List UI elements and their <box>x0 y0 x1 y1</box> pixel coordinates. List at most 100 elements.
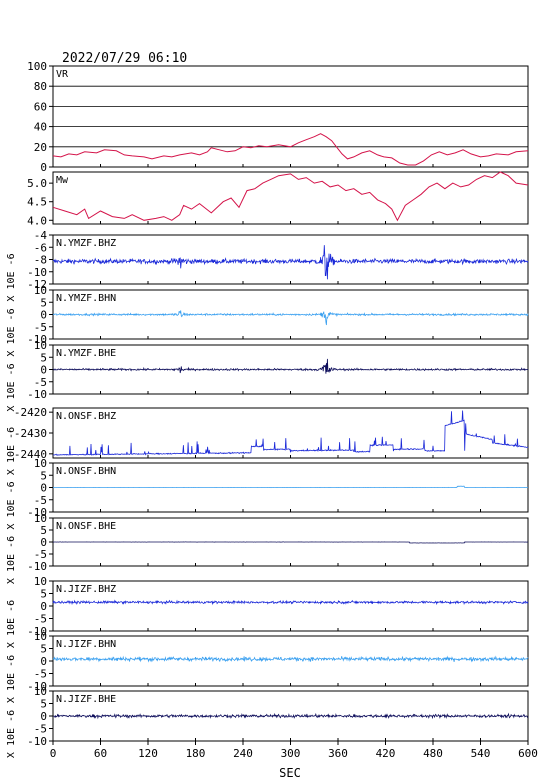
unit-label: X 10E -6 <box>6 710 17 758</box>
panel-label: N.ONSF.BHZ <box>56 411 116 422</box>
series-wave <box>52 358 529 374</box>
x-tick-label: 240 <box>233 747 253 760</box>
y-tick-label: -6 <box>34 241 47 254</box>
y-tick-label: 0 <box>40 536 47 549</box>
y-tick-label: -5 <box>34 321 47 334</box>
y-tick-label: 0 <box>40 364 47 377</box>
series-wave <box>53 410 529 456</box>
y-tick-label: 10 <box>34 630 47 643</box>
y-tick-label: -2430 <box>14 427 47 440</box>
y-tick-label: 0 <box>40 161 47 174</box>
panel-label: N.JIZF.BHZ <box>56 584 116 595</box>
y-tick-label: -2420 <box>14 406 47 419</box>
y-tick-label: 10 <box>34 575 47 588</box>
x-tick-label: 600 <box>518 747 538 760</box>
y-tick-label: 5 <box>40 588 47 601</box>
series-wave <box>52 541 528 544</box>
y-tick-label: 20 <box>34 141 47 154</box>
y-tick-label: -5 <box>34 376 47 389</box>
y-tick-label: 10 <box>34 339 47 352</box>
y-tick-label: 10 <box>34 512 47 525</box>
unit-label: X 10E -6 <box>6 600 17 648</box>
y-tick-label: -2440 <box>14 448 47 461</box>
panel-label: VR <box>56 69 69 80</box>
panel-frame <box>52 635 529 687</box>
y-tick-label: 0 <box>40 309 47 322</box>
series-wave <box>52 655 529 663</box>
y-tick-label: 5 <box>40 643 47 656</box>
y-tick-label: 5 <box>40 524 47 537</box>
panel-frame <box>52 171 529 225</box>
panel-label: N.YMZF.BHN <box>56 293 116 304</box>
y-tick-label: -5 <box>34 668 47 681</box>
panel-label: N.JIZF.BHN <box>56 639 116 650</box>
y-tick-label: -5 <box>34 723 47 736</box>
y-tick-label: 5 <box>40 698 47 711</box>
y-tick-label: 0 <box>40 710 47 723</box>
x-axis-label: SEC <box>279 766 301 780</box>
x-tick-label: 360 <box>328 747 348 760</box>
panel-label: N.ONSF.BHE <box>56 521 116 532</box>
y-tick-label: -10 <box>27 735 47 748</box>
y-tick-label: 5 <box>40 469 47 482</box>
unit-label: X 10E -6 <box>6 427 17 475</box>
x-tick-label: 60 <box>94 747 107 760</box>
x-tick-label: 0 <box>50 747 57 760</box>
y-tick-label: 10 <box>34 457 47 470</box>
y-tick-label: -10 <box>27 680 47 693</box>
panel-label: N.YMZF.BHE <box>56 348 116 359</box>
panel-label: N.YMZF.BHZ <box>56 238 116 249</box>
panel-label: N.ONSF.BHN <box>56 466 116 477</box>
x-tick-label: 120 <box>138 747 158 760</box>
series-wave <box>52 245 529 280</box>
header-datetime: 2022/07/29 06:10 <box>62 51 187 66</box>
series-wave <box>52 599 529 606</box>
x-tick-label: 180 <box>186 747 206 760</box>
y-tick-label: 4.0 <box>27 214 47 227</box>
x-tick-label: 480 <box>423 747 443 760</box>
y-tick-label: -4 <box>34 229 48 242</box>
x-tick-label: 300 <box>281 747 301 760</box>
y-tick-label: 10 <box>34 685 47 698</box>
y-tick-label: 4.5 <box>27 196 47 209</box>
series-line <box>52 133 529 166</box>
y-tick-label: 60 <box>34 100 47 113</box>
y-tick-label: -10 <box>27 560 47 573</box>
y-tick-label: 5 <box>40 351 47 364</box>
y-tick-label: 10 <box>34 284 47 297</box>
y-tick-label: 5 <box>40 296 47 309</box>
panel-label: Mw <box>56 175 69 186</box>
series-wave <box>52 310 529 326</box>
y-tick-label: -10 <box>27 625 47 638</box>
x-tick-label: 540 <box>471 747 491 760</box>
y-tick-label: -10 <box>27 506 47 519</box>
series-wave <box>52 485 528 489</box>
y-tick-label: -5 <box>34 494 47 507</box>
y-tick-label: -5 <box>34 548 47 561</box>
unit-label: X 10E -6 <box>6 253 17 301</box>
x-tick-label: 420 <box>376 747 396 760</box>
y-tick-label: -12 <box>27 278 47 291</box>
panel-label: N.JIZF.BHE <box>56 694 116 705</box>
unit-label: X 10E -6 <box>6 363 17 411</box>
unit-label: X 10E -6 <box>6 308 17 356</box>
y-tick-label: 40 <box>34 121 47 134</box>
y-tick-label: -10 <box>27 266 47 279</box>
y-tick-label: -10 <box>27 388 47 401</box>
y-tick-label: -10 <box>27 333 47 346</box>
y-tick-label: 0 <box>40 600 47 613</box>
y-tick-label: 0 <box>40 655 47 668</box>
y-tick-label: -8 <box>34 254 47 267</box>
y-tick-label: 80 <box>34 80 47 93</box>
series-wave <box>52 712 529 720</box>
series-line <box>52 171 529 222</box>
y-tick-label: 100 <box>27 60 47 73</box>
unit-label: X 10E -6 <box>6 655 17 703</box>
unit-label: X 10E -6 <box>6 481 17 529</box>
panel-frame <box>52 580 529 632</box>
unit-label: X 10E -6 <box>6 536 17 584</box>
y-tick-label: -5 <box>34 613 47 626</box>
y-tick-label: 0 <box>40 482 47 495</box>
y-tick-label: 5.0 <box>27 177 47 190</box>
